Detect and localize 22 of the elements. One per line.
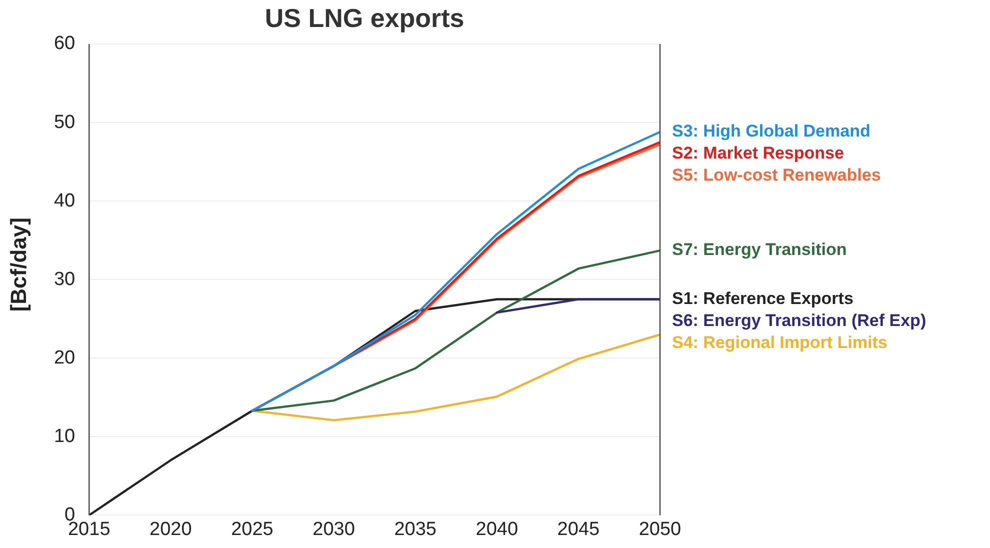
y-tick-label: 10: [54, 426, 76, 447]
x-tick-label: 2020: [150, 518, 192, 540]
series-label: S4: Regional Import Limits: [672, 332, 888, 352]
series-label: S7: Energy Transition: [672, 240, 847, 260]
x-tick-label: 2050: [638, 518, 682, 540]
y-tick-label: 60: [54, 33, 76, 54]
chart-title: US LNG exports: [264, 3, 464, 34]
x-tick-label: 2040: [476, 518, 518, 540]
x-tick-label: 2025: [231, 518, 274, 540]
series-label: S2: Market Response: [672, 144, 844, 163]
y-tick-label: 30: [54, 268, 76, 290]
y-tick-label: 20: [54, 347, 76, 368]
series-label: S5: Low-cost Renewables: [672, 166, 881, 185]
series-label: S6: Energy Transition (Ref Exp): [672, 310, 926, 330]
x-tick-label: 2035: [394, 518, 436, 540]
series-label: S3: High Global Demand: [672, 122, 870, 141]
y-tick-label: 50: [54, 112, 76, 133]
series-label: S1: Reference Exports: [672, 288, 854, 308]
x-tick-label: 2030: [312, 518, 355, 540]
y-tick-label: 40: [54, 190, 76, 212]
y-axis-title: [Bcf/day]: [6, 218, 32, 312]
x-tick-label: 2045: [557, 518, 600, 540]
